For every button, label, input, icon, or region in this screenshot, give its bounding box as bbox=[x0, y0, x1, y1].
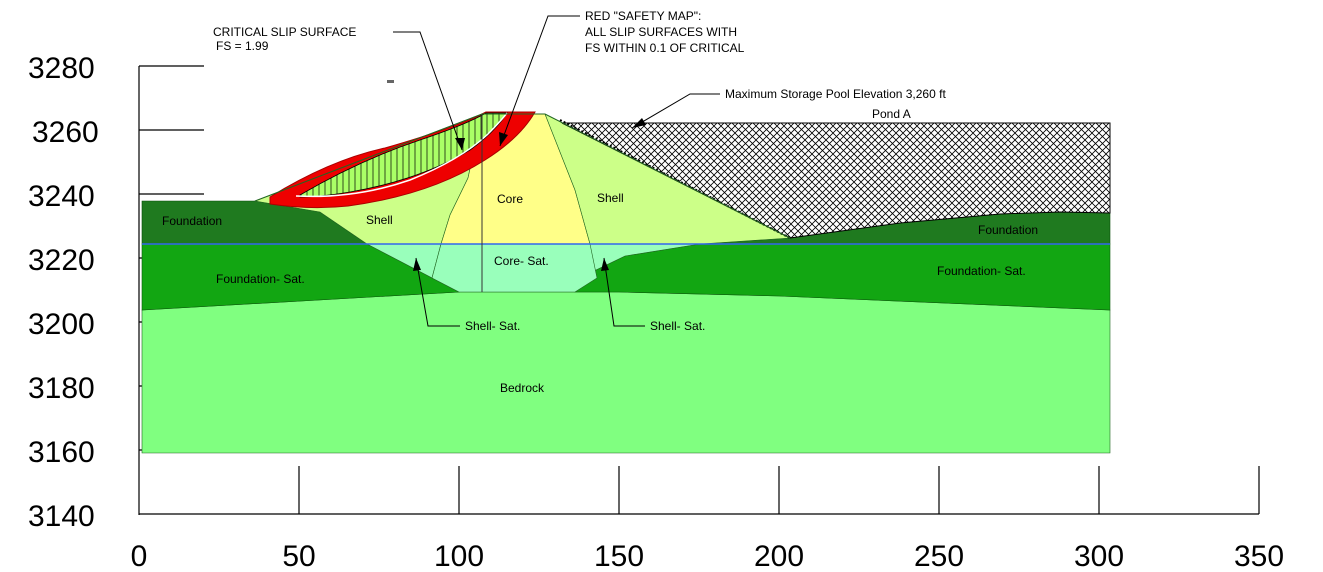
zone-label-shell-right: Shell bbox=[597, 191, 624, 205]
critical-slip-leader bbox=[393, 31, 463, 151]
x-tick-label: 0 bbox=[131, 540, 148, 572]
safety-map-arrowhead bbox=[499, 132, 508, 146]
y-tick-label: 3240 bbox=[28, 180, 95, 213]
critical-sliding-mass bbox=[299, 112, 508, 198]
pool-elevation-arrowhead bbox=[632, 118, 646, 128]
safety-map-label-line3: FS WITHIN 0.1 OF CRITICAL bbox=[585, 41, 745, 55]
y-axis: 3280 3260 3240 3220 3200 3180 3160 3140 bbox=[28, 52, 204, 533]
shell-sat-right-arrowhead bbox=[601, 258, 609, 271]
x-tick-label: 300 bbox=[1074, 540, 1124, 572]
core-sat-zone bbox=[431, 243, 598, 293]
zone-label-core-sat: Core- Sat. bbox=[494, 254, 549, 268]
bedrock-zone bbox=[141, 291, 1111, 454]
zone-label-bedrock: Bedrock bbox=[500, 381, 545, 395]
critical-slip-surface-label: CRITICAL SLIP SURFACE bbox=[213, 25, 356, 39]
stray-mark bbox=[387, 80, 394, 83]
x-tick-label: 100 bbox=[434, 540, 484, 572]
x-tick-label: 200 bbox=[754, 540, 804, 572]
zone-label-foundation-left: Foundation bbox=[162, 214, 222, 228]
zone-label-pond: Pond A bbox=[872, 107, 911, 121]
dam-crest-outline bbox=[254, 113, 791, 239]
zone-label-foundation-right: Foundation bbox=[978, 223, 1038, 237]
shell-sat-right-leader bbox=[603, 257, 645, 327]
y-tick-label: 3160 bbox=[28, 436, 95, 469]
x-axis: 0 50 100 150 200 250 300 350 bbox=[131, 466, 1284, 572]
y-tick-label: 3140 bbox=[28, 500, 95, 533]
y-tick-label: 3260 bbox=[32, 116, 99, 149]
zone-label-shell-left: Shell bbox=[366, 213, 393, 227]
safety-map-label-line2: ALL SLIP SURFACES WITH bbox=[585, 25, 737, 39]
safety-map-leader bbox=[499, 15, 580, 147]
safety-map-label-line1: RED "SAFETY MAP": bbox=[585, 9, 701, 23]
y-tick-label: 3280 bbox=[28, 52, 95, 85]
upstream-slope-riprap bbox=[559, 119, 791, 239]
zone-label-foundation-sat-right: Foundation- Sat. bbox=[937, 264, 1026, 278]
zone-label-foundation-sat-left: Foundation- Sat. bbox=[216, 272, 305, 286]
shell-sat-left-leader bbox=[415, 257, 460, 327]
y-tick-label: 3200 bbox=[28, 308, 95, 341]
shell-sat-left-arrowhead bbox=[413, 258, 421, 271]
pool-elevation-leader bbox=[631, 93, 720, 129]
x-tick-label: 250 bbox=[914, 540, 964, 572]
pool-elevation-label: Maximum Storage Pool Elevation 3,260 ft bbox=[725, 87, 946, 101]
zone-label-core: Core bbox=[497, 192, 523, 206]
y-tick-label: 3220 bbox=[28, 244, 95, 277]
critical-slip-fs-label: FS = 1.99 bbox=[216, 39, 269, 53]
critical-slip-surface-line bbox=[295, 112, 508, 198]
x-tick-label: 150 bbox=[594, 540, 644, 572]
y-tick-label: 3180 bbox=[28, 372, 95, 405]
shell-sat-right-label: Shell- Sat. bbox=[650, 319, 705, 333]
critical-slip-arrowhead bbox=[455, 138, 465, 150]
shell-sat-left-label: Shell- Sat. bbox=[465, 319, 520, 333]
x-tick-label: 50 bbox=[282, 540, 315, 572]
x-tick-label: 350 bbox=[1234, 540, 1284, 572]
pond-water-zone bbox=[561, 122, 1111, 239]
